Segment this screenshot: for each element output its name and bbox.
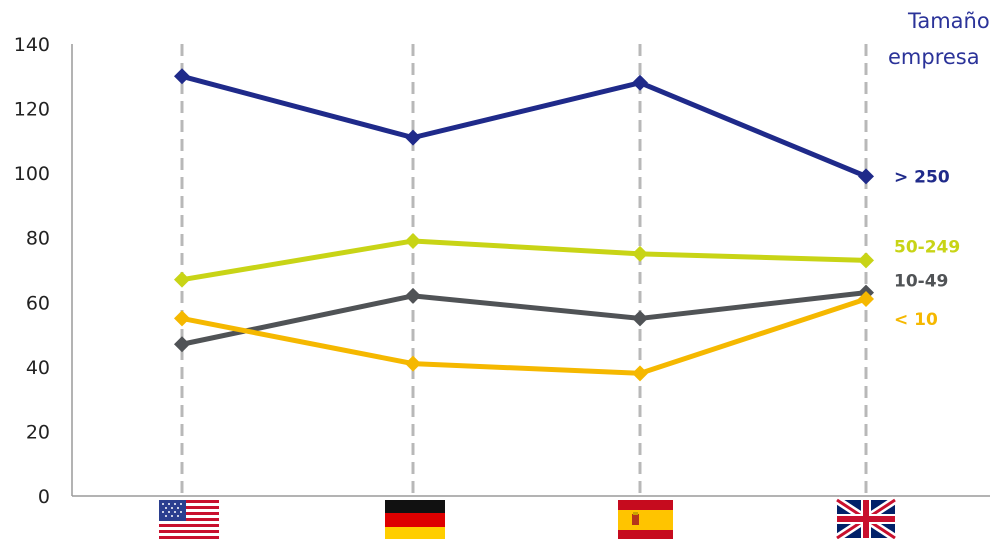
series-label-2: 50-249 <box>894 237 960 257</box>
data-point-marker <box>405 287 421 304</box>
series-line-1 <box>181 73 867 179</box>
data-point-marker <box>174 271 190 288</box>
y-tick-label: 0 <box>38 486 50 508</box>
y-tick-label: 20 <box>26 421 50 443</box>
spain-flag-icon <box>618 500 673 539</box>
data-point-marker <box>632 310 648 327</box>
y-tick-labels: 0 20 40 60 80 100 120 140 <box>14 34 50 508</box>
series-label-1: > 250 <box>894 167 950 187</box>
y-tick-label: 60 <box>26 292 50 314</box>
germany-flag-icon <box>385 500 445 539</box>
y-tick-label: 140 <box>14 34 50 56</box>
data-point-marker <box>632 245 648 262</box>
y-tick-label: 100 <box>14 163 50 185</box>
series-labels: > 250 50-249 10-49 < 10 <box>894 167 960 330</box>
data-point-marker <box>405 232 421 249</box>
data-point-marker <box>858 168 874 185</box>
data-point-marker <box>174 310 190 327</box>
data-point-marker <box>405 129 421 146</box>
series-lines <box>174 68 874 382</box>
series-line-4 <box>181 296 867 376</box>
series-line-2 <box>181 238 867 283</box>
legend-title-line-1: Tamaño <box>907 9 990 33</box>
data-point-marker <box>174 336 190 353</box>
data-point-marker <box>632 74 648 91</box>
data-point-marker <box>405 355 421 372</box>
series-line-3 <box>181 290 867 347</box>
data-point-marker <box>632 365 648 382</box>
data-point-marker <box>858 291 874 308</box>
us-flag-icon <box>159 500 219 539</box>
uk-flag-icon <box>834 496 898 539</box>
legend-title-line-2: empresa <box>888 45 980 69</box>
series-label-4: < 10 <box>894 310 938 330</box>
y-tick-label: 80 <box>26 228 50 250</box>
data-point-marker <box>858 252 874 269</box>
y-tick-label: 120 <box>14 99 50 121</box>
series-label-3: 10-49 <box>894 272 948 292</box>
y-tick-label: 40 <box>26 357 50 379</box>
data-point-marker <box>174 68 190 85</box>
